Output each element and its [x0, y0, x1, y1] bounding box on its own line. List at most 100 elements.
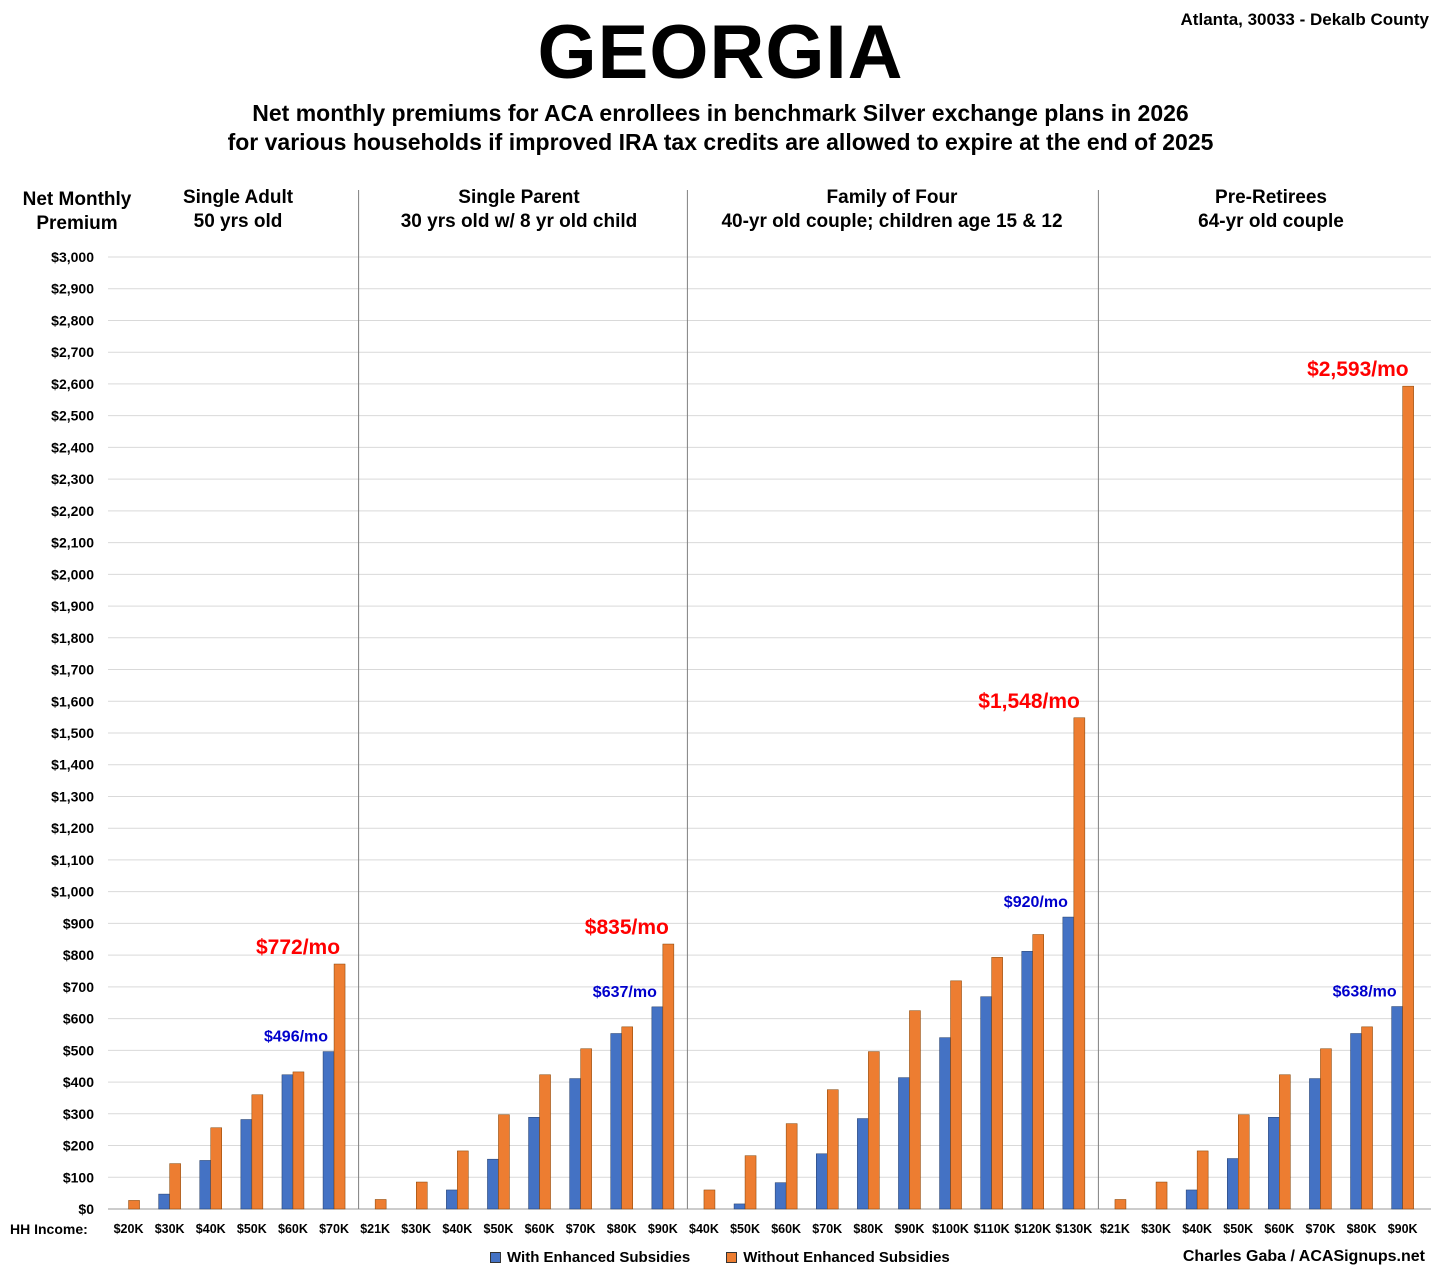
x-tick-label: $30K [401, 1222, 431, 1236]
bar-without [785, 1123, 798, 1210]
y-tick-label: $1,800 [51, 630, 94, 646]
data-label-without: $772/mo [256, 936, 340, 959]
y-tick-label: $500 [63, 1042, 94, 1058]
panel-title-single-adult: Single Adult 50 yrs old [118, 186, 358, 234]
x-tick-label: $50K [484, 1222, 514, 1236]
y-tick-label: $1,500 [51, 725, 94, 741]
bar-without [744, 1155, 757, 1210]
bar-with [1268, 1117, 1280, 1210]
x-tick-label: $40K [689, 1222, 719, 1236]
bar-without [662, 943, 675, 1210]
bar-with [569, 1078, 581, 1210]
bar-without [169, 1163, 181, 1210]
legend: With Enhanced Subsidies Without Enhanced… [490, 1249, 986, 1266]
bar-without [374, 1199, 387, 1210]
bar-with [446, 1189, 458, 1210]
bar-without [950, 980, 962, 1210]
bar-with [487, 1158, 499, 1210]
bar-with [898, 1077, 910, 1210]
x-tick-label: $90K [648, 1222, 678, 1236]
legend-swatch-without [726, 1252, 738, 1263]
data-label-with: $637/mo [593, 984, 657, 1001]
y-tick-label: $2,200 [51, 503, 94, 519]
bar-without [1361, 1026, 1373, 1210]
data-label-without: $835/mo [585, 916, 669, 939]
bar-without [416, 1181, 428, 1210]
bar-with [857, 1118, 869, 1210]
bar-without [1320, 1048, 1332, 1210]
bar-with [816, 1153, 828, 1210]
bar-without [333, 963, 346, 1210]
x-tick-label: $120K [1014, 1222, 1051, 1236]
bar-with [610, 1033, 622, 1210]
y-tick-label: $2,700 [51, 344, 94, 360]
x-tick-label: $100K [932, 1222, 969, 1236]
bar-with [1185, 1189, 1198, 1210]
legend-swatch-with [490, 1252, 501, 1263]
bar-with [240, 1119, 253, 1210]
bar-with [1391, 1006, 1403, 1210]
bar-without [580, 1048, 592, 1210]
panel-title-single-parent: Single Parent 30 yrs old w/ 8 yr old chi… [360, 186, 678, 234]
bar-without [128, 1200, 140, 1210]
bar-without [539, 1074, 551, 1210]
x-tick-label: $130K [1055, 1222, 1092, 1236]
panel-title-line1: Single Adult [182, 187, 294, 208]
bar-with [1309, 1078, 1321, 1210]
source-credit: Charles Gaba / ACASignups.net [1182, 1248, 1425, 1265]
bar-without [1155, 1181, 1168, 1210]
y-tick-label: $900 [63, 915, 94, 931]
bar-without [868, 1051, 880, 1210]
x-tick-label: $110K [974, 1222, 1010, 1236]
data-label-without: $1,548/mo [978, 690, 1080, 713]
y-tick-label: $2,500 [51, 408, 94, 424]
panel-title-line2: 50 yrs old [193, 211, 283, 232]
bar-with [733, 1203, 746, 1210]
bar-with [322, 1051, 335, 1210]
y-tick-label: $2,000 [51, 566, 94, 582]
x-tick-label: $50K [1223, 1222, 1253, 1236]
bar-without [1238, 1114, 1250, 1210]
panel-title-line2: 64-yr old couple [1198, 211, 1344, 232]
y-axis-label-line2: Premium [36, 213, 118, 234]
bar-with [651, 1006, 664, 1210]
bar-without [1402, 385, 1414, 1210]
x-tick-label: $21K [1100, 1222, 1130, 1236]
x-tick-label: $21K [360, 1222, 390, 1236]
panel-title-line2: 40-yr old couple; children age 15 & 12 [721, 211, 1063, 232]
x-tick-label: $70K [1306, 1222, 1336, 1236]
y-tick-label: $1,100 [51, 852, 94, 868]
y-tick-label: $1,600 [51, 693, 94, 709]
bar-with [980, 996, 992, 1210]
y-tick-label: $2,400 [51, 439, 94, 455]
panel-title-line2: 30 yrs old w/ 8 yr old child [400, 211, 638, 232]
y-tick-label: $3,000 [51, 249, 94, 265]
x-tick-label: $60K [1264, 1222, 1294, 1236]
legend-label-without: Without Enhanced Subsidies [743, 1249, 950, 1266]
data-label-with: $496/mo [264, 1029, 328, 1046]
y-tick-label: $600 [63, 1011, 94, 1027]
panel-title-pre-retirees: Pre-Retirees 64-yr old couple [1104, 186, 1438, 234]
y-tick-label: $1,400 [51, 757, 94, 773]
y-tick-label: $200 [63, 1138, 94, 1154]
x-tick-label: $40K [442, 1222, 472, 1236]
panel-title-family-of-four: Family of Four 40-yr old couple; childre… [680, 186, 1104, 234]
location-label: Atlanta, 30033 - Dekalb County [1180, 10, 1429, 29]
bar-without [1114, 1199, 1127, 1210]
legend-item-with: With Enhanced Subsidies [490, 1249, 690, 1266]
x-tick-label: $40K [196, 1222, 226, 1236]
x-tick-label: $60K [525, 1222, 555, 1236]
bar-without [1073, 717, 1086, 1210]
bar-with [528, 1117, 540, 1210]
y-tick-label: $2,900 [51, 281, 94, 297]
bar-with [158, 1193, 170, 1210]
bar-without [703, 1189, 716, 1210]
x-tick-label: $70K [319, 1222, 349, 1236]
x-tick-label: $80K [1347, 1222, 1377, 1236]
bar-with [1350, 1033, 1362, 1210]
bar-without [621, 1026, 633, 1210]
y-tick-label: $800 [63, 947, 94, 963]
y-tick-label: $1,700 [51, 662, 94, 678]
x-axis-label: HH Income: [10, 1221, 88, 1237]
